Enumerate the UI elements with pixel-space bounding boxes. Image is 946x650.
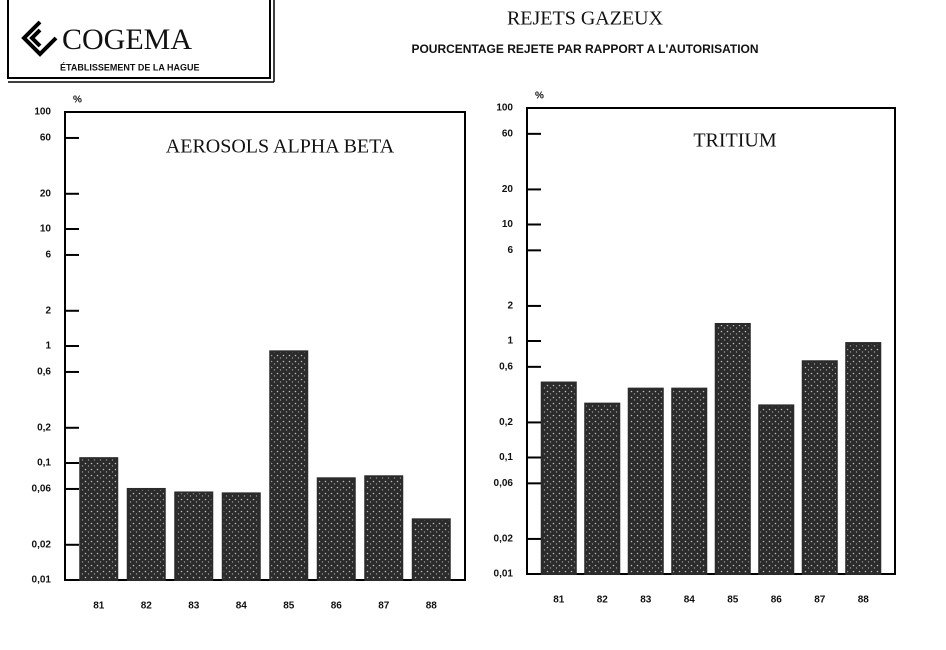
x-tick-label: 84 [236,601,248,612]
bar [845,342,882,575]
y-tick-label: 6 [507,245,513,256]
x-tick-label: 82 [597,595,609,606]
y-tick-label: 2 [45,305,51,316]
bar [79,457,119,581]
y-tick-label: 6 [45,250,51,261]
x-tick-label: 88 [858,595,870,606]
x-tick-label: 87 [814,595,826,606]
y-tick-label: 100 [496,103,513,114]
x-tick-label: 86 [331,601,343,612]
x-tick-label: 83 [640,595,652,606]
x-tick-label: 85 [283,601,295,612]
y-tick-label: 60 [40,133,52,144]
y-tick-label: 10 [40,224,52,235]
logo-subtitle: ÉTABLISSEMENT DE LA HAGUE [60,62,200,72]
x-tick-label: 87 [378,601,390,612]
bar [801,360,838,576]
bar [584,402,621,576]
bar [174,491,214,582]
y-tick-label: 0,1 [499,452,513,463]
chart-title: AEROSOLS ALPHA BETA [166,136,395,158]
bar [627,387,664,575]
y-tick-label: 0,02 [494,534,514,545]
y-tick-label: 0,6 [499,361,513,372]
bar [411,518,451,581]
bar [221,492,261,581]
bar [126,487,166,581]
x-tick-label: 86 [771,595,783,606]
y-axis-label: % [535,91,544,102]
y-tick-label: 20 [40,188,52,199]
x-tick-label: 85 [727,595,739,606]
y-tick-label: 10 [502,219,514,230]
y-tick-label: 0,01 [32,575,52,586]
y-tick-label: 1 [507,336,513,347]
y-tick-label: 2 [507,301,513,312]
chart-title: TRITIUM [693,130,777,152]
y-tick-label: 1 [45,341,51,352]
bar [714,322,751,575]
y-tick-label: 60 [502,128,514,139]
logo-icon [21,20,58,57]
page-subtitle: POURCENTAGE REJETE PAR RAPPORT A L'AUTOR… [411,42,758,56]
page-title: REJETS GAZEUX [507,8,664,30]
y-tick-label: 0,1 [37,458,51,469]
x-tick-label: 84 [684,595,696,606]
y-tick-label: 0,6 [37,367,51,378]
x-tick-label: 88 [426,601,438,612]
y-tick-label: 0,01 [494,569,514,580]
y-tick-label: 0,2 [37,422,51,433]
y-tick-label: 0,2 [499,417,513,428]
logo-text: COGEMA [62,23,192,56]
bar [364,475,404,581]
y-tick-label: 100 [34,107,51,118]
y-tick-label: 0,02 [32,539,52,550]
x-tick-label: 81 [93,601,105,612]
y-axis-label: % [73,95,82,106]
logo-box: COGEMA ÉTABLISSEMENT DE LA HAGUE [7,0,275,83]
bar [758,404,795,576]
bar [269,350,309,582]
bar [671,387,708,575]
y-tick-label: 0,06 [494,478,514,489]
x-tick-label: 82 [141,601,153,612]
bar [316,477,356,582]
x-tick-label: 81 [553,595,565,606]
y-tick-label: 0,06 [32,484,52,495]
x-tick-label: 83 [188,601,200,612]
y-tick-label: 20 [502,184,514,195]
bar [540,381,577,575]
